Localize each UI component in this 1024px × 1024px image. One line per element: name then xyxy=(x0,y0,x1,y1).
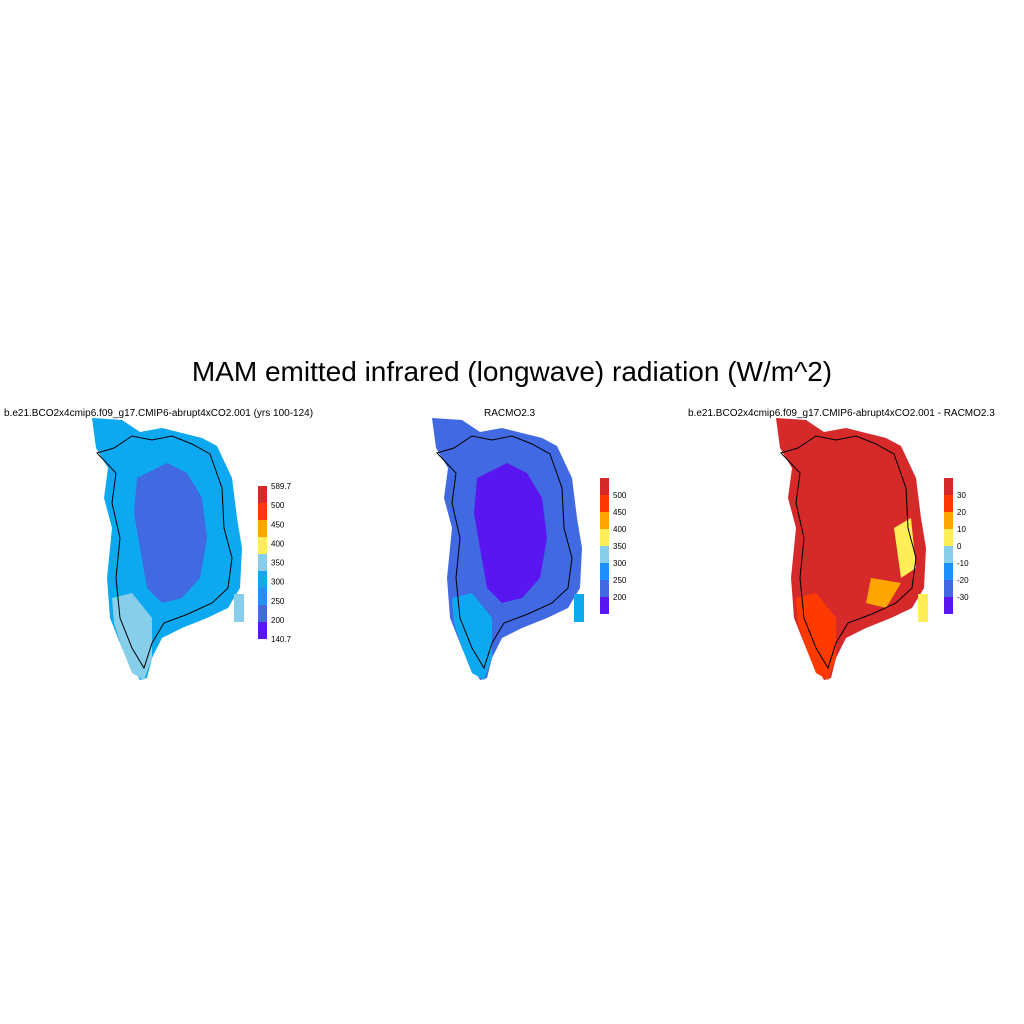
panel-1-title: b.e21.BCO2x4cmip6.f09_g17.CMIP6-abrupt4x… xyxy=(4,408,314,419)
colorbar-box xyxy=(258,588,267,605)
colorbar-label: 450 xyxy=(271,520,285,529)
panel-2-colorbar: 200 250 300 350 400 450 500 xyxy=(600,478,627,614)
colorbar-label: 400 xyxy=(613,525,627,534)
colorbar-box xyxy=(258,503,267,520)
colorbar-label: 30 xyxy=(957,491,966,500)
panel-1-colorbar: 140.7 200 250 300 350 400 450 500 589.7 xyxy=(258,482,292,644)
colorbar-label: 140.7 xyxy=(271,635,292,644)
colorbar-box xyxy=(600,529,609,546)
colorbar-label: 400 xyxy=(271,539,285,548)
colorbar-label: 350 xyxy=(271,559,285,568)
colorbar-label: 500 xyxy=(271,501,285,510)
colorbar-box xyxy=(258,486,267,503)
panel-3-iceland xyxy=(918,594,928,622)
colorbar-label: 20 xyxy=(957,508,966,517)
colorbar-label: 300 xyxy=(271,578,285,587)
panel-2-title: RACMO2.3 xyxy=(484,408,536,419)
colorbar-box xyxy=(944,529,953,546)
panel-3-east-coast-warm-band xyxy=(894,518,916,578)
colorbar-box xyxy=(258,537,267,554)
colorbar-box xyxy=(600,546,609,563)
colorbar-box xyxy=(944,580,953,597)
colorbar-label: 250 xyxy=(613,576,627,585)
panel-3-title: b.e21.BCO2x4cmip6.f09_g17.CMIP6-abrupt4x… xyxy=(688,408,995,419)
panel-2-map xyxy=(432,418,584,680)
colorbar-label: 250 xyxy=(271,597,285,606)
colorbar-box xyxy=(600,597,609,614)
colorbar-box xyxy=(600,580,609,597)
panel-1-iceland xyxy=(234,594,244,622)
panel-1-map xyxy=(92,418,244,680)
colorbar-box xyxy=(258,622,267,639)
colorbar-label: 200 xyxy=(613,593,627,602)
colorbar-label: -30 xyxy=(957,593,969,602)
colorbar-box xyxy=(944,546,953,563)
panel-2-iceland xyxy=(574,594,584,622)
colorbar-label: 500 xyxy=(613,491,627,500)
colorbar-box xyxy=(944,563,953,580)
colorbar-box xyxy=(258,554,267,571)
colorbar-box xyxy=(944,478,953,495)
colorbar-label: 589.7 xyxy=(271,482,292,491)
colorbar-box xyxy=(600,563,609,580)
colorbar-label: 200 xyxy=(271,616,285,625)
colorbar-box xyxy=(600,495,609,512)
colorbar-label: 0 xyxy=(957,542,962,551)
panel-3-colorbar: -30 -20 -10 0 10 20 30 xyxy=(944,478,969,614)
colorbar-box xyxy=(258,605,267,622)
colorbar-box xyxy=(258,571,267,588)
panel-3-south-east-band xyxy=(866,578,901,608)
colorbar-box xyxy=(944,597,953,614)
colorbar-box xyxy=(258,520,267,537)
colorbar-label: 450 xyxy=(613,508,627,517)
colorbar-label: 300 xyxy=(613,559,627,568)
panel-3-map xyxy=(776,418,928,680)
colorbar-label: -20 xyxy=(957,576,969,585)
colorbar-label: -10 xyxy=(957,559,969,568)
colorbar-box xyxy=(944,495,953,512)
colorbar-box xyxy=(944,512,953,529)
colorbar-box xyxy=(600,512,609,529)
colorbar-label: 10 xyxy=(957,525,966,534)
colorbar-label: 350 xyxy=(613,542,627,551)
figure-title: MAM emitted infrared (longwave) radiatio… xyxy=(191,356,833,387)
colorbar-box xyxy=(600,478,609,495)
